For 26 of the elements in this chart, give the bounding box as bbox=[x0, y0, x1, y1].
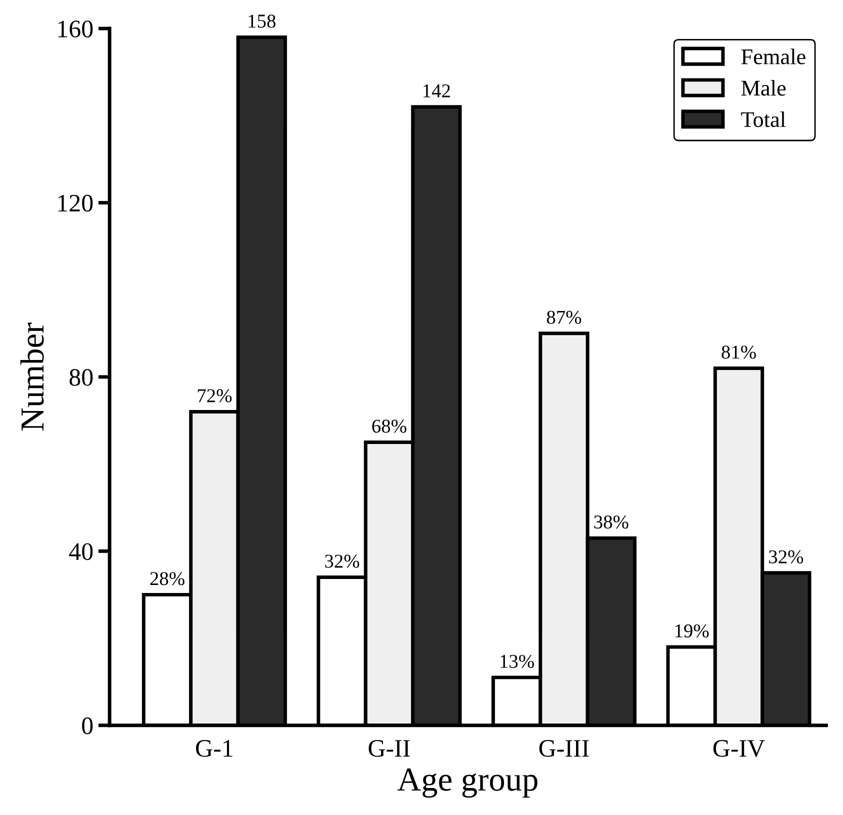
annotation: 72% bbox=[198, 389, 232, 402]
y-tick-label: 80 bbox=[70, 368, 93, 386]
x-tick-label: G-II bbox=[368, 740, 410, 757]
y-tick-label: 0 bbox=[82, 717, 93, 734]
legend-label: Female bbox=[741, 48, 806, 64]
y-axis-title: Number bbox=[20, 322, 44, 431]
annotation: 28% bbox=[150, 572, 184, 586]
x-tick-label: G-III bbox=[539, 740, 589, 757]
text: 158 bbox=[248, 14, 276, 28]
annotation: 13% bbox=[500, 654, 534, 668]
annotation: 38% bbox=[594, 515, 628, 529]
y-tick-label: 160 bbox=[58, 20, 93, 38]
annotation: 19% bbox=[675, 624, 709, 638]
x-tick-label: G-IV bbox=[713, 740, 765, 757]
y-tick-label: 120 bbox=[58, 194, 93, 212]
annotation: 81% bbox=[722, 346, 756, 359]
annotation: 142 bbox=[424, 84, 450, 98]
legend-label: Male bbox=[741, 80, 786, 96]
x-tick-label: G-1 bbox=[196, 740, 232, 757]
annotation: 32% bbox=[769, 550, 804, 564]
x-axis-title: Age group bbox=[397, 768, 538, 798]
annotation: 87% bbox=[546, 310, 582, 324]
legend-label: Total bbox=[741, 111, 786, 128]
annotation: 68% bbox=[372, 420, 406, 433]
y-tick-label: 40 bbox=[69, 543, 93, 560]
annotation: 32% bbox=[325, 554, 360, 568]
